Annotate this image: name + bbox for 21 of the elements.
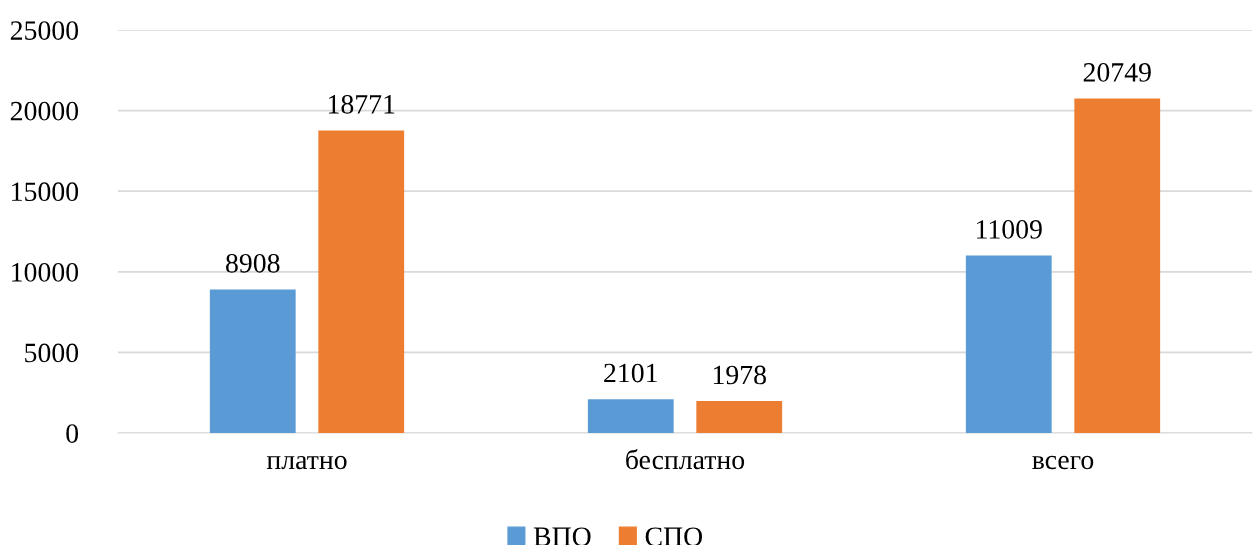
data-label: 18771: [328, 94, 395, 114]
data-label: 2101: [604, 363, 657, 383]
y-tick-label: 20000: [10, 101, 79, 121]
data-label: 11009: [977, 220, 1042, 239]
bar: [696, 401, 783, 433]
bar: [209, 289, 296, 433]
x-tick-label: бесплатно: [626, 449, 745, 470]
bar: [318, 130, 405, 433]
y-tick-label: 0: [66, 424, 79, 443]
y-tick-label: 25000: [10, 21, 79, 40]
data-label: 8908: [226, 253, 280, 273]
data-label: 20749: [1083, 63, 1151, 82]
y-tick-label: 15000: [12, 182, 79, 202]
x-tick-label: платно: [266, 455, 347, 470]
bar: [965, 255, 1052, 433]
x-tick-label: всего: [1032, 455, 1094, 470]
y-tick-label: 5000: [25, 343, 79, 363]
bar: [1074, 98, 1161, 433]
bar: [587, 399, 674, 433]
y-tick-label: 10000: [12, 262, 79, 282]
data-label: 1978: [713, 365, 766, 385]
